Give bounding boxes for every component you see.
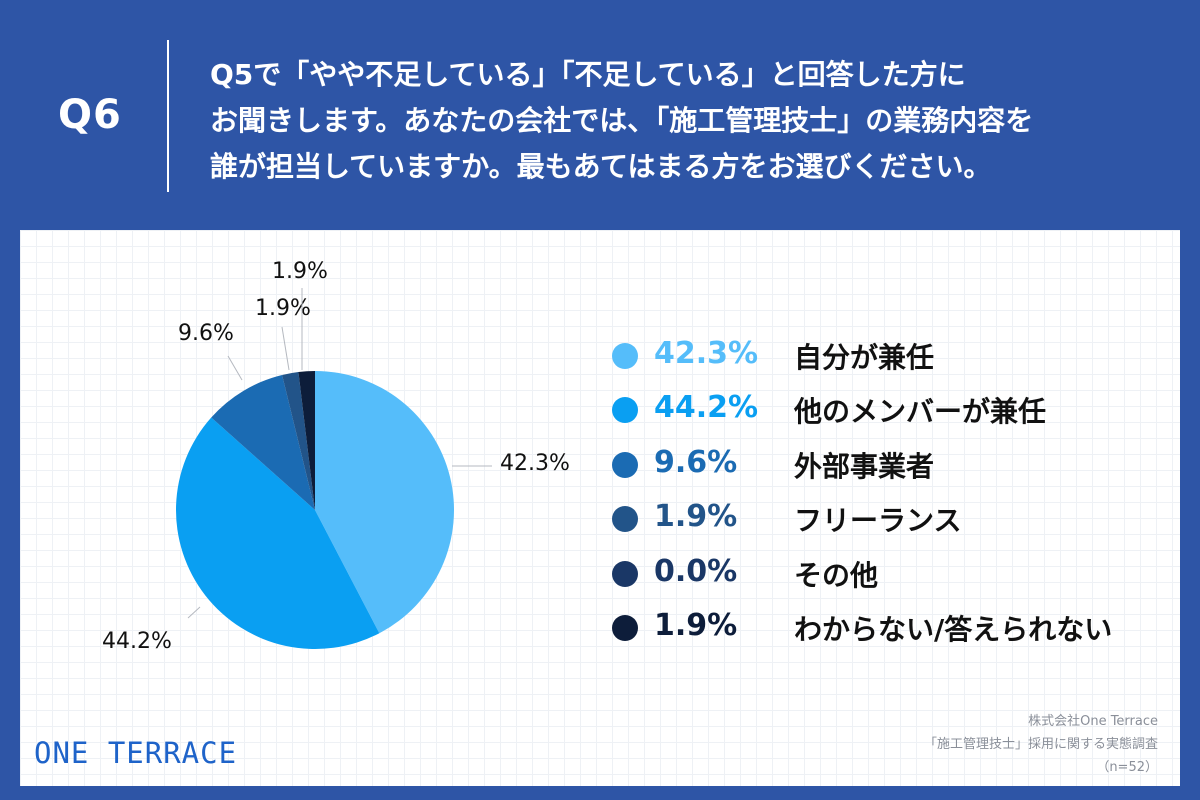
question-number: Q6 xyxy=(58,92,122,138)
pie-slice xyxy=(211,374,315,510)
legend-label: わからない/答えられない xyxy=(794,612,1113,646)
pie-slice xyxy=(282,371,315,510)
question-text: Q5で「やや不足している」「不足している」と回答した方に お聞きします。あなたの… xyxy=(210,52,1170,190)
legend-swatch xyxy=(612,506,638,533)
legend-label: 他のメンバーが兼任 xyxy=(794,395,1047,429)
legend-value: 1.9% xyxy=(654,499,738,535)
question-line: 誰が担当していますか。最もあてはまる方をお選びください。 xyxy=(210,150,992,183)
slice-value-label: 44.2% xyxy=(102,629,172,654)
legend-value: 0.0% xyxy=(654,553,738,589)
legend-swatch xyxy=(612,614,638,641)
legend-swatch xyxy=(612,451,638,478)
leader-line xyxy=(227,355,243,381)
source-note: 株式会社One Terrace 「施工管理技士」採用に関する実態調査 （n=52… xyxy=(924,710,1158,779)
pie-chart: 42.3% 44.2% 9.6% 1.9% 1.9% xyxy=(102,259,570,654)
pie-slice xyxy=(298,371,315,510)
legend-swatch xyxy=(612,560,638,587)
legend-label: その他 xyxy=(794,558,879,592)
legend-label: フリーランス xyxy=(794,504,962,538)
slice-value-label: 9.6% xyxy=(178,321,234,346)
legend-label: 自分が兼任 xyxy=(794,341,935,374)
pie-slice xyxy=(315,371,455,634)
question-line: Q5で「やや不足している」「不足している」と回答した方に xyxy=(210,58,966,91)
source-line: （n=52） xyxy=(1096,760,1158,775)
slice-value-label: 42.3% xyxy=(500,451,570,476)
legend-swatch xyxy=(612,397,638,424)
source-line: 「施工管理技士」採用に関する実態調査 xyxy=(923,737,1158,752)
legend-value: 42.3% xyxy=(654,336,759,371)
legend-value: 44.2% xyxy=(654,390,759,426)
legend-swatch xyxy=(612,343,638,369)
company-logo: ONE TERRACE xyxy=(34,736,238,770)
leader-line xyxy=(187,606,201,619)
pie-slice xyxy=(176,417,380,650)
slice-value-label: 1.9% xyxy=(255,296,311,321)
header-divider xyxy=(167,40,169,192)
slice-value-label: 1.9% xyxy=(272,259,328,284)
legend-value: 9.6% xyxy=(654,444,738,480)
chart-card: 42.3% 44.2% 9.6% 1.9% 1.9% 42.3% 自分が兼任 44.2%… xyxy=(20,230,1180,786)
question-line: お聞きします。あなたの会社では、「施工管理技士」の業務内容を xyxy=(210,104,1034,137)
legend-label: 外部事業者 xyxy=(794,449,935,483)
source-line: 株式会社One Terrace xyxy=(1028,714,1158,729)
leader-line xyxy=(281,326,290,371)
legend-value: 1.9% xyxy=(654,607,738,643)
question-header: Q6 Q5で「やや不足している」「不足している」と回答した方に お聞きします。あ… xyxy=(0,0,1200,230)
